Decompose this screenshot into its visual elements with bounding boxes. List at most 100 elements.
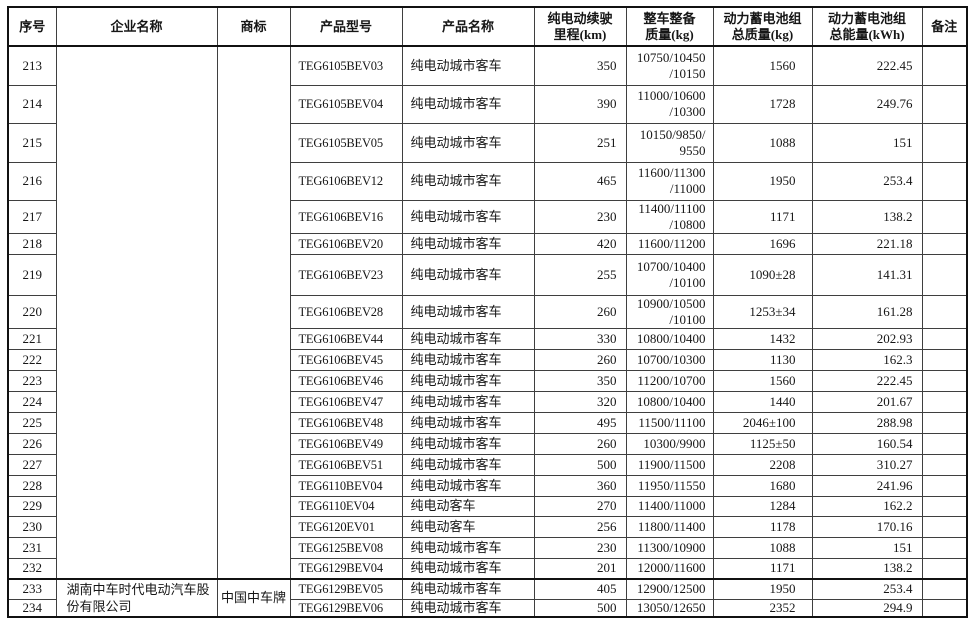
product-name-cell: 纯电动城市客车: [401, 294, 535, 329]
range-km-cell: 251: [533, 122, 627, 163]
remark-cell: [921, 390, 968, 413]
product-name-cell: 纯电动城市客车: [401, 598, 535, 618]
table-row: 228 TEG6110BEV04 纯电动城市客车 360 11950/11550 1680…: [7, 474, 968, 497]
product-model-cell: TEG6129BEV06: [289, 598, 403, 618]
remark-cell: [921, 253, 968, 296]
remark-cell: [921, 232, 968, 255]
battery-energy-cell: 253.4: [811, 161, 923, 201]
product-model-cell: TEG6105BEV04: [289, 84, 403, 124]
battery-mass-cell: 1088: [712, 122, 813, 163]
product-model-cell: TEG6106BEV48: [289, 411, 403, 434]
curb-weight-cell: 11500/11100: [625, 411, 714, 434]
product-name-cell: 纯电动城市客车: [401, 474, 535, 497]
battery-energy-cell: 151: [811, 122, 923, 163]
battery-mass-cell: 2352: [712, 598, 813, 618]
product-name-cell: 纯电动城市客车: [401, 45, 535, 86]
product-model-cell: TEG6106BEV12: [289, 161, 403, 201]
serial-number-cell: 221: [7, 327, 57, 350]
serial-number-cell: 219: [7, 253, 57, 296]
battery-energy-cell: 162.3: [811, 348, 923, 371]
product-model-cell: TEG6106BEV20: [289, 232, 403, 255]
range-km-cell: 330: [533, 327, 627, 350]
battery-mass-cell: 1950: [712, 578, 813, 600]
col-header-curb-weight: 整车整备 质量(kg): [625, 6, 714, 47]
table-row: 222 TEG6106BEV45 纯电动城市客车 260 10700/10300 1130…: [7, 348, 968, 371]
remark-cell: [921, 474, 968, 497]
product-model-cell: TEG6125BEV08: [289, 536, 403, 559]
curb-weight-cell: 10150/9850/ 9550: [625, 122, 714, 163]
range-km-cell: 201: [533, 557, 627, 580]
product-name-cell: 纯电动城市客车: [401, 232, 535, 255]
curb-weight-cell: 12000/11600: [625, 557, 714, 580]
range-km-cell: 405: [533, 578, 627, 600]
product-model-cell: TEG6129BEV05: [289, 578, 403, 600]
battery-mass-cell: 1130: [712, 348, 813, 371]
range-km-cell: 465: [533, 161, 627, 201]
remark-cell: [921, 161, 968, 201]
serial-number-cell: 229: [7, 495, 57, 517]
table-row: 231 TEG6125BEV08 纯电动城市客车 230 11300/10900 1088…: [7, 536, 968, 559]
product-name-cell: 纯电动城市客车: [401, 453, 535, 476]
battery-energy-cell: 253.4: [811, 578, 923, 600]
curb-weight-cell: 11400/11000: [625, 495, 714, 517]
serial-number-cell: 227: [7, 453, 57, 476]
serial-number-cell: 230: [7, 515, 57, 538]
remark-cell: [921, 598, 968, 618]
product-name-cell: 纯电动客车: [401, 515, 535, 538]
battery-mass-cell: 2046±100: [712, 411, 813, 434]
serial-number-cell: 216: [7, 161, 57, 201]
catalog-page: 序号 企业名称 商标 产品型号 产品名称 纯电动续驶 里程(km) 整车整备 质…: [0, 6, 973, 618]
product-name-cell: 纯电动城市客车: [401, 536, 535, 559]
range-km-cell: 256: [533, 515, 627, 538]
table-row: 219 TEG6106BEV23 纯电动城市客车 255 10700/10400 /10…: [7, 253, 968, 296]
product-name-cell: 纯电动城市客车: [401, 84, 535, 124]
battery-mass-cell: 1171: [712, 557, 813, 580]
product-name-cell: 纯电动城市客车: [401, 411, 535, 434]
table-body: 213 TEG6105BEV03 纯电动城市客车 350 10750/10450 /10…: [7, 45, 968, 618]
battery-mass-cell: 1696: [712, 232, 813, 255]
serial-number-cell: 224: [7, 390, 57, 413]
company-name-cell: [55, 45, 218, 580]
serial-number-cell: 215: [7, 122, 57, 163]
product-name-cell: 纯电动城市客车: [401, 122, 535, 163]
remark-cell: [921, 294, 968, 329]
serial-number-cell: 234: [7, 598, 57, 618]
serial-number-cell: 213: [7, 45, 57, 86]
remark-cell: [921, 411, 968, 434]
range-km-cell: 230: [533, 536, 627, 559]
remark-cell: [921, 515, 968, 538]
range-km-cell: 350: [533, 369, 627, 392]
range-km-cell: 260: [533, 348, 627, 371]
product-name-cell: 纯电动城市客车: [401, 348, 535, 371]
serial-number-cell: 228: [7, 474, 57, 497]
battery-energy-cell: 161.28: [811, 294, 923, 329]
battery-mass-cell: 1950: [712, 161, 813, 201]
table-row: 217 TEG6106BEV16 纯电动城市客车 230 11400/11100 /10…: [7, 199, 968, 234]
curb-weight-cell: 12900/12500: [625, 578, 714, 600]
battery-energy-cell: 170.16: [811, 515, 923, 538]
table-header: 序号 企业名称 商标 产品型号 产品名称 纯电动续驶 里程(km) 整车整备 质…: [7, 6, 968, 47]
product-model-cell: TEG6106BEV51: [289, 453, 403, 476]
remark-cell: [921, 432, 968, 455]
product-name-cell: 纯电动城市客车: [401, 369, 535, 392]
serial-number-cell: 214: [7, 84, 57, 124]
curb-weight-cell: 10800/10400: [625, 327, 714, 350]
curb-weight-cell: 11950/11550: [625, 474, 714, 497]
remark-cell: [921, 45, 968, 86]
battery-energy-cell: 222.45: [811, 369, 923, 392]
product-name-cell: 纯电动城市客车: [401, 253, 535, 296]
curb-weight-cell: 11800/11400: [625, 515, 714, 538]
product-name-cell: 纯电动城市客车: [401, 390, 535, 413]
remark-cell: [921, 557, 968, 580]
battery-energy-cell: 294.9: [811, 598, 923, 618]
curb-weight-cell: 11300/10900: [625, 536, 714, 559]
battery-mass-cell: 1728: [712, 84, 813, 124]
product-model-cell: TEG6105BEV05: [289, 122, 403, 163]
product-model-cell: TEG6129BEV04: [289, 557, 403, 580]
col-header-product-name: 产品名称: [401, 6, 535, 47]
product-model-cell: TEG6106BEV23: [289, 253, 403, 296]
curb-weight-cell: 11600/11200: [625, 232, 714, 255]
remark-cell: [921, 536, 968, 559]
remark-cell: [921, 122, 968, 163]
battery-energy-cell: 138.2: [811, 199, 923, 234]
